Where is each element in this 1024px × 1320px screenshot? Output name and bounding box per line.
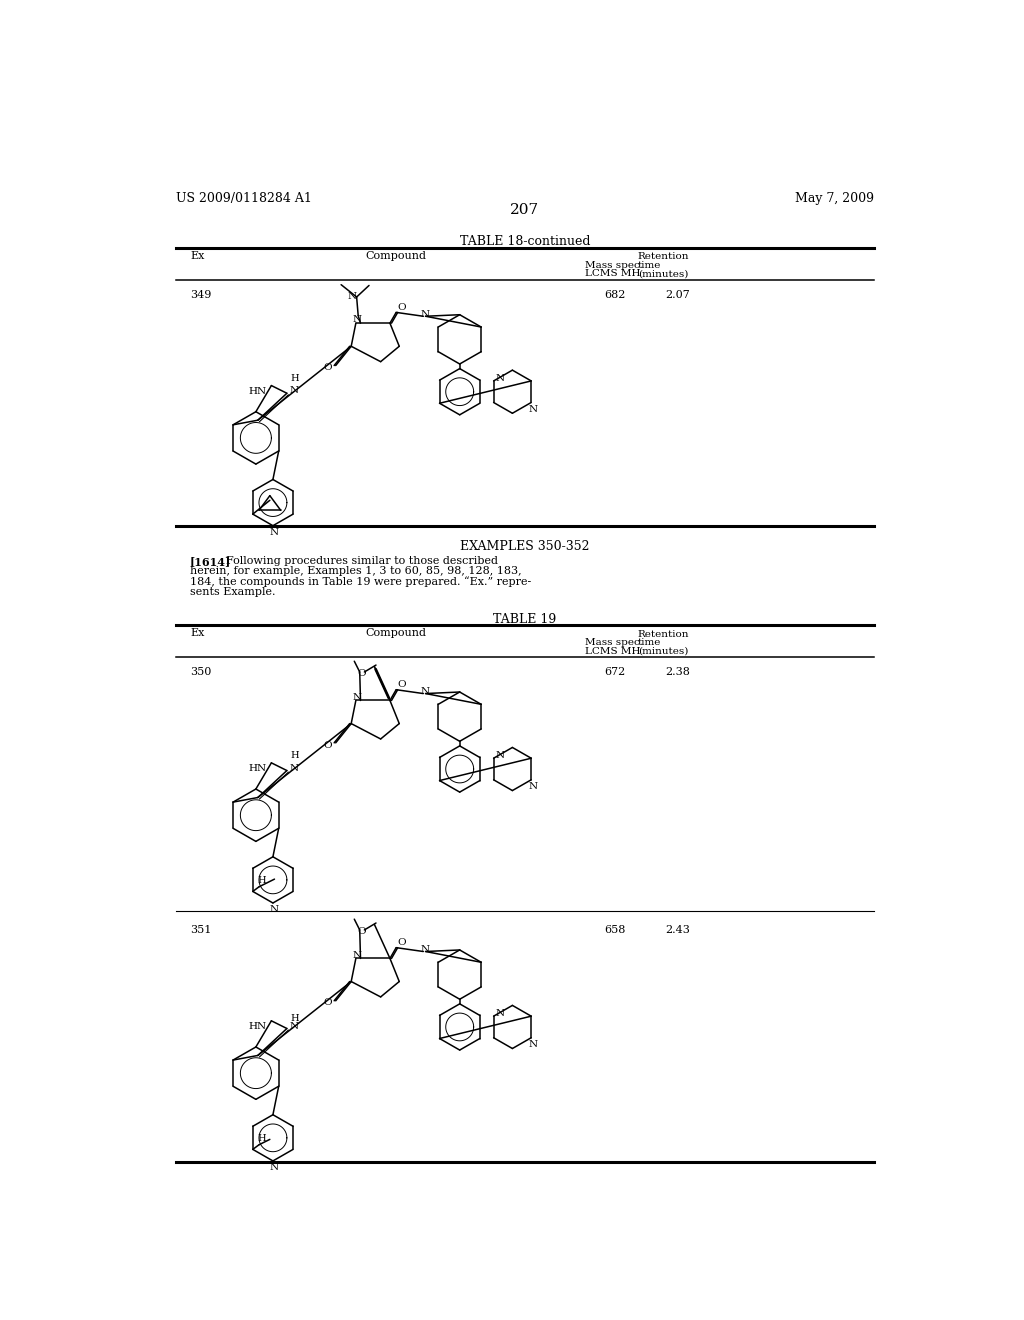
Text: N: N <box>528 781 538 791</box>
Text: N: N <box>528 1040 538 1049</box>
Text: N: N <box>270 906 279 915</box>
Text: 349: 349 <box>190 290 211 300</box>
Text: 682: 682 <box>604 290 626 300</box>
Text: N: N <box>352 315 361 325</box>
Text: O: O <box>324 363 332 372</box>
Text: H: H <box>257 876 266 884</box>
Text: (minutes): (minutes) <box>638 647 688 656</box>
Text: time: time <box>638 261 662 269</box>
Text: LCMS MH: LCMS MH <box>586 647 641 656</box>
Text: N: N <box>289 1022 298 1031</box>
Text: Ex: Ex <box>190 628 205 638</box>
Text: N: N <box>352 693 361 702</box>
Text: TABLE 19: TABLE 19 <box>494 612 556 626</box>
Text: H: H <box>291 751 299 760</box>
Text: herein, for example, Examples 1, 3 to 60, 85, 98, 128, 183,: herein, for example, Examples 1, 3 to 60… <box>190 566 521 576</box>
Text: O: O <box>357 669 367 678</box>
Text: Retention: Retention <box>638 252 689 261</box>
Text: Ex: Ex <box>190 251 205 261</box>
Text: N: N <box>421 688 430 697</box>
Text: [1614]: [1614] <box>190 556 231 566</box>
Text: Retention: Retention <box>638 630 689 639</box>
Text: N: N <box>528 405 538 413</box>
Text: 2.38: 2.38 <box>665 668 690 677</box>
Text: N: N <box>421 310 430 319</box>
Text: 350: 350 <box>190 668 211 677</box>
Text: N: N <box>270 1163 279 1172</box>
Text: O: O <box>397 681 407 689</box>
Text: H: H <box>257 1134 266 1143</box>
Text: US 2009/0118284 A1: US 2009/0118284 A1 <box>176 193 312 206</box>
Text: O: O <box>324 741 332 750</box>
Text: Compound: Compound <box>365 251 426 261</box>
Text: O: O <box>357 927 367 936</box>
Text: 184, the compounds in Table 19 were prepared. “Ex.” repre-: 184, the compounds in Table 19 were prep… <box>190 577 531 587</box>
Text: (minutes): (minutes) <box>638 269 688 279</box>
Text: HN: HN <box>248 1022 266 1031</box>
Text: N: N <box>289 763 298 772</box>
Text: H: H <box>291 374 299 383</box>
Text: LCMS MH: LCMS MH <box>586 269 641 279</box>
Text: HN: HN <box>248 387 266 396</box>
Text: O: O <box>324 998 332 1007</box>
Text: Mass spec: Mass spec <box>586 638 640 647</box>
Text: EXAMPLES 350-352: EXAMPLES 350-352 <box>460 540 590 553</box>
Text: O: O <box>397 304 407 312</box>
Text: time: time <box>638 638 662 647</box>
Text: N: N <box>496 1010 504 1018</box>
Text: N: N <box>270 528 279 537</box>
Text: 658: 658 <box>604 925 626 936</box>
Text: N: N <box>496 751 504 760</box>
Text: N: N <box>496 374 504 383</box>
Text: May 7, 2009: May 7, 2009 <box>795 193 873 206</box>
Text: O: O <box>397 939 407 948</box>
Text: N: N <box>289 387 298 395</box>
Text: 351: 351 <box>190 925 211 936</box>
Text: Mass spec: Mass spec <box>586 261 640 269</box>
Text: 672: 672 <box>604 668 625 677</box>
Text: 2.07: 2.07 <box>665 290 690 300</box>
Text: H: H <box>291 1014 299 1023</box>
Text: Compound: Compound <box>365 628 426 638</box>
Text: N: N <box>421 945 430 954</box>
Text: TABLE 18-continued: TABLE 18-continued <box>460 235 590 248</box>
Text: N: N <box>352 950 361 960</box>
Text: N: N <box>347 293 356 301</box>
Text: HN: HN <box>248 764 266 774</box>
Text: sents Example.: sents Example. <box>190 587 275 597</box>
Text: Following procedures similar to those described: Following procedures similar to those de… <box>219 556 499 566</box>
Text: 207: 207 <box>510 203 540 216</box>
Text: 2.43: 2.43 <box>665 925 690 936</box>
